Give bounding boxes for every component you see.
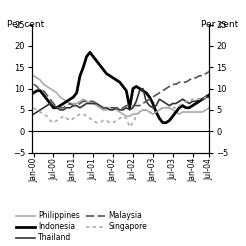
- Legend: Philippines, Indonesia, Thailand, Malaysia, Singapore: Philippines, Indonesia, Thailand, Malays…: [16, 211, 147, 242]
- Text: Per cent: Per cent: [7, 20, 45, 29]
- Text: Per cent: Per cent: [201, 20, 239, 29]
